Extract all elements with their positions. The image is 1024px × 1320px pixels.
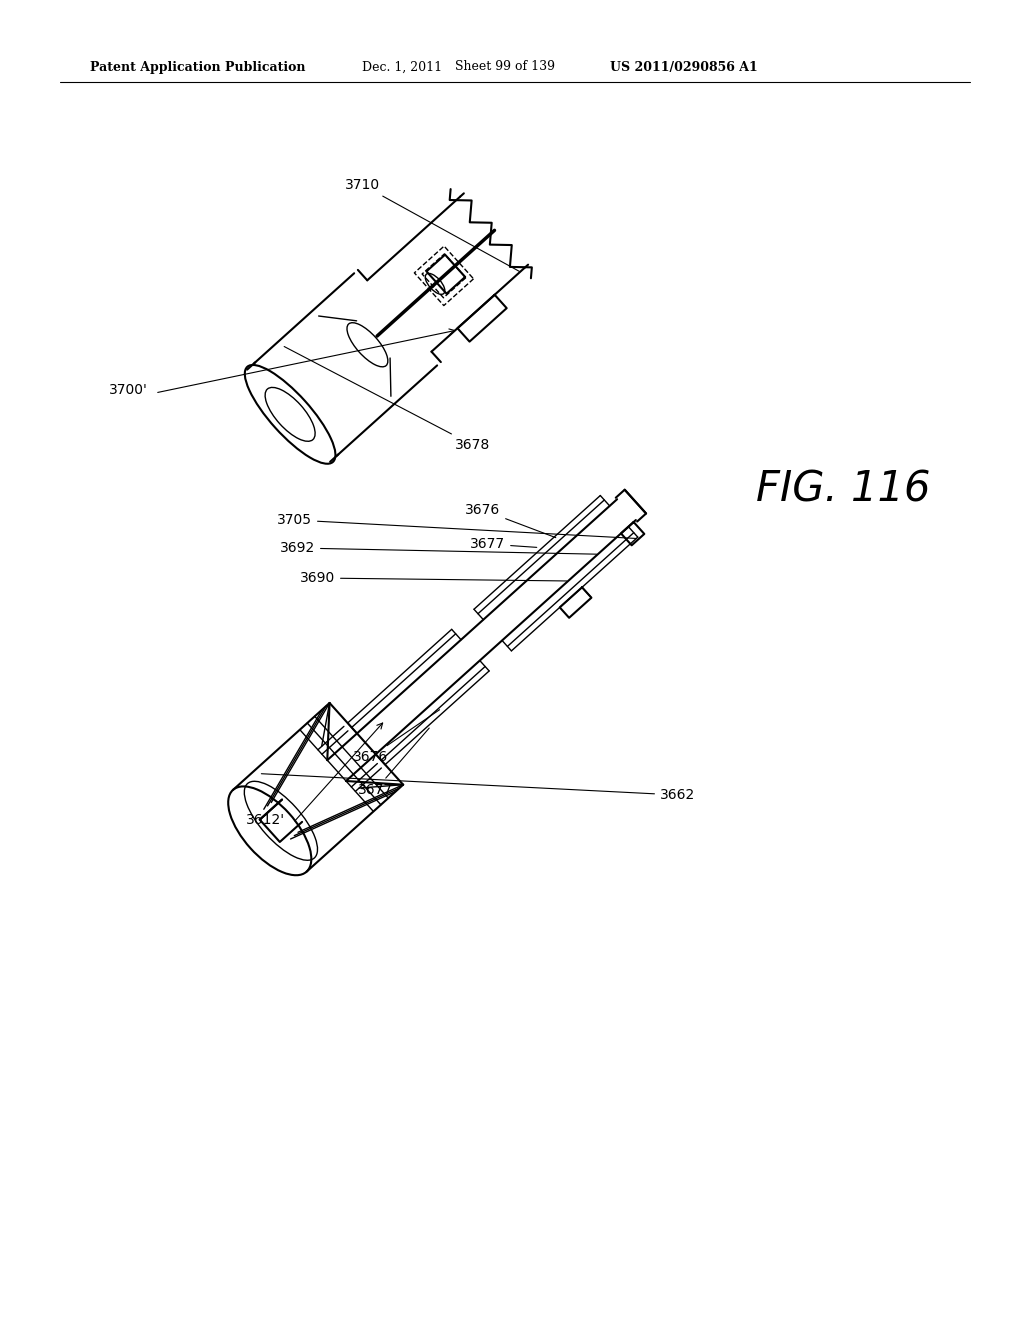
Text: Dec. 1, 2011: Dec. 1, 2011 — [362, 61, 442, 74]
Text: 3676: 3676 — [465, 503, 556, 537]
Text: 3700': 3700' — [110, 383, 148, 397]
Text: Patent Application Publication: Patent Application Publication — [90, 61, 305, 74]
Text: 3677: 3677 — [357, 729, 429, 797]
Text: 3692: 3692 — [280, 541, 597, 554]
Text: 3677: 3677 — [470, 537, 537, 550]
Text: 3690: 3690 — [300, 572, 567, 585]
Text: 3710: 3710 — [345, 178, 519, 272]
Text: 3662: 3662 — [261, 774, 695, 803]
Text: US 2011/0290856 A1: US 2011/0290856 A1 — [610, 61, 758, 74]
Text: Sheet 99 of 139: Sheet 99 of 139 — [455, 61, 555, 74]
Text: FIG. 116: FIG. 116 — [756, 469, 931, 511]
Text: 3676: 3676 — [352, 710, 439, 764]
Text: 3612': 3612' — [246, 813, 285, 828]
Text: 3705: 3705 — [278, 513, 636, 539]
Text: 3678: 3678 — [285, 347, 490, 451]
